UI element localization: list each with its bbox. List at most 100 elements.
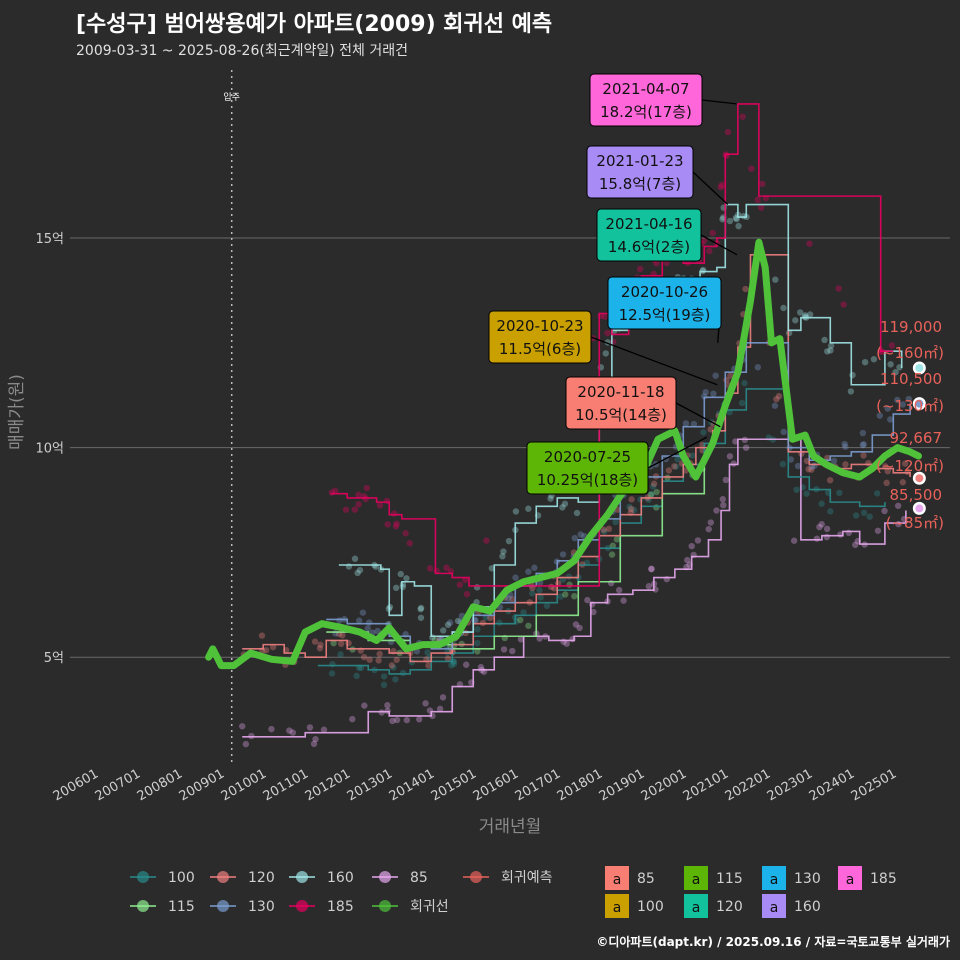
transaction-point bbox=[337, 640, 345, 648]
annotation-leader bbox=[590, 336, 718, 386]
x-tick-label: 202401 bbox=[807, 766, 857, 804]
transaction-point bbox=[706, 247, 713, 255]
transaction-point bbox=[355, 491, 362, 499]
transaction-point bbox=[604, 329, 611, 337]
transaction-point bbox=[887, 416, 894, 423]
transaction-point bbox=[726, 217, 734, 225]
transaction-point bbox=[547, 495, 554, 502]
transaction-point bbox=[717, 184, 724, 191]
transaction-point bbox=[392, 523, 400, 530]
x-tick-label: 202001 bbox=[639, 766, 689, 804]
transaction-point bbox=[332, 630, 339, 637]
transaction-point bbox=[830, 457, 838, 465]
transaction-point bbox=[512, 508, 520, 515]
x-tick-label: 200601 bbox=[51, 766, 101, 804]
transaction-point bbox=[816, 523, 823, 531]
legend-fill-key-letter: a bbox=[613, 900, 622, 916]
transaction-point bbox=[852, 512, 860, 519]
annotation-box bbox=[526, 441, 649, 495]
transaction-point bbox=[653, 488, 660, 496]
transaction-point bbox=[500, 548, 507, 555]
transaction-point bbox=[709, 229, 716, 237]
transaction-point bbox=[562, 591, 569, 598]
transaction-point bbox=[531, 564, 538, 571]
transaction-point bbox=[821, 336, 828, 344]
transaction-point bbox=[827, 342, 835, 350]
prediction-point bbox=[915, 474, 924, 483]
transaction-point bbox=[360, 653, 368, 661]
transaction-point bbox=[328, 489, 335, 496]
transaction-point bbox=[577, 531, 584, 538]
transaction-point bbox=[713, 507, 720, 514]
transaction-point bbox=[627, 505, 635, 513]
prediction-value: 92,667 bbox=[890, 429, 943, 447]
transaction-point bbox=[543, 602, 551, 610]
transaction-point bbox=[609, 542, 617, 549]
transaction-point bbox=[861, 358, 869, 366]
annotation-box bbox=[589, 73, 703, 127]
transaction-point bbox=[505, 595, 512, 602]
transaction-point bbox=[462, 576, 469, 584]
transaction-point bbox=[732, 438, 739, 445]
transaction-point bbox=[389, 717, 396, 725]
transaction-point bbox=[818, 500, 825, 507]
transaction-point bbox=[268, 725, 275, 733]
transaction-point bbox=[572, 621, 580, 628]
annotation-box bbox=[607, 276, 722, 330]
annotation-date: 2021-04-07 bbox=[602, 80, 689, 98]
transaction-point bbox=[310, 740, 318, 748]
transaction-point bbox=[841, 440, 848, 448]
transaction-point bbox=[517, 616, 524, 624]
transaction-point bbox=[738, 399, 746, 407]
transaction-point bbox=[823, 525, 831, 533]
transaction-point bbox=[842, 443, 849, 450]
x-tick-label: 201001 bbox=[219, 766, 269, 804]
transaction-point bbox=[537, 594, 544, 601]
legend-line-label: 115 bbox=[168, 899, 195, 915]
prediction-point bbox=[915, 399, 924, 408]
legend-fill-key bbox=[684, 866, 708, 890]
prediction-value: 119,000 bbox=[880, 318, 942, 336]
transaction-point bbox=[456, 581, 464, 588]
transaction-point bbox=[727, 372, 734, 379]
chart-subtitle: 2009-03-31 ~ 2025-08-26(최근계약일) 전체 거래건 bbox=[76, 43, 408, 59]
transaction-point bbox=[707, 519, 715, 526]
regression-line bbox=[205, 238, 922, 670]
legend-fill-key bbox=[838, 866, 862, 890]
transaction-point bbox=[720, 501, 727, 509]
transaction-point bbox=[787, 456, 795, 463]
transaction-point bbox=[311, 638, 319, 645]
transaction-point bbox=[805, 466, 812, 473]
transaction-point bbox=[349, 715, 356, 723]
annotation-box bbox=[565, 376, 677, 430]
transaction-point bbox=[887, 361, 894, 368]
transaction-point bbox=[899, 401, 907, 408]
transaction-point bbox=[705, 525, 712, 533]
transaction-point bbox=[620, 597, 627, 604]
transaction-point bbox=[316, 645, 324, 652]
transaction-point bbox=[742, 444, 750, 451]
legend-line-label: 회귀예측 bbox=[501, 870, 553, 886]
transaction-point bbox=[722, 476, 730, 484]
transaction-point bbox=[330, 639, 337, 647]
transaction-point bbox=[772, 276, 779, 283]
x-tick-label: 201701 bbox=[513, 766, 563, 804]
transaction-point bbox=[690, 420, 698, 428]
transaction-point bbox=[417, 605, 424, 613]
transaction-point bbox=[674, 456, 681, 463]
transaction-point bbox=[397, 570, 404, 578]
transaction-point bbox=[645, 583, 653, 590]
transaction-point bbox=[852, 541, 859, 549]
transaction-point bbox=[339, 632, 346, 639]
transaction-point bbox=[328, 670, 336, 677]
transaction-point bbox=[888, 342, 896, 349]
transaction-point bbox=[689, 452, 696, 459]
annotation-date: 2021-04-16 bbox=[605, 215, 692, 233]
transaction-point bbox=[673, 463, 680, 470]
x-tick-label: 200801 bbox=[135, 766, 185, 804]
transaction-point bbox=[403, 716, 411, 724]
transaction-point bbox=[286, 727, 293, 734]
transaction-point bbox=[356, 566, 364, 574]
prediction-value: 110,500 bbox=[880, 370, 942, 388]
transaction-point bbox=[380, 673, 388, 680]
